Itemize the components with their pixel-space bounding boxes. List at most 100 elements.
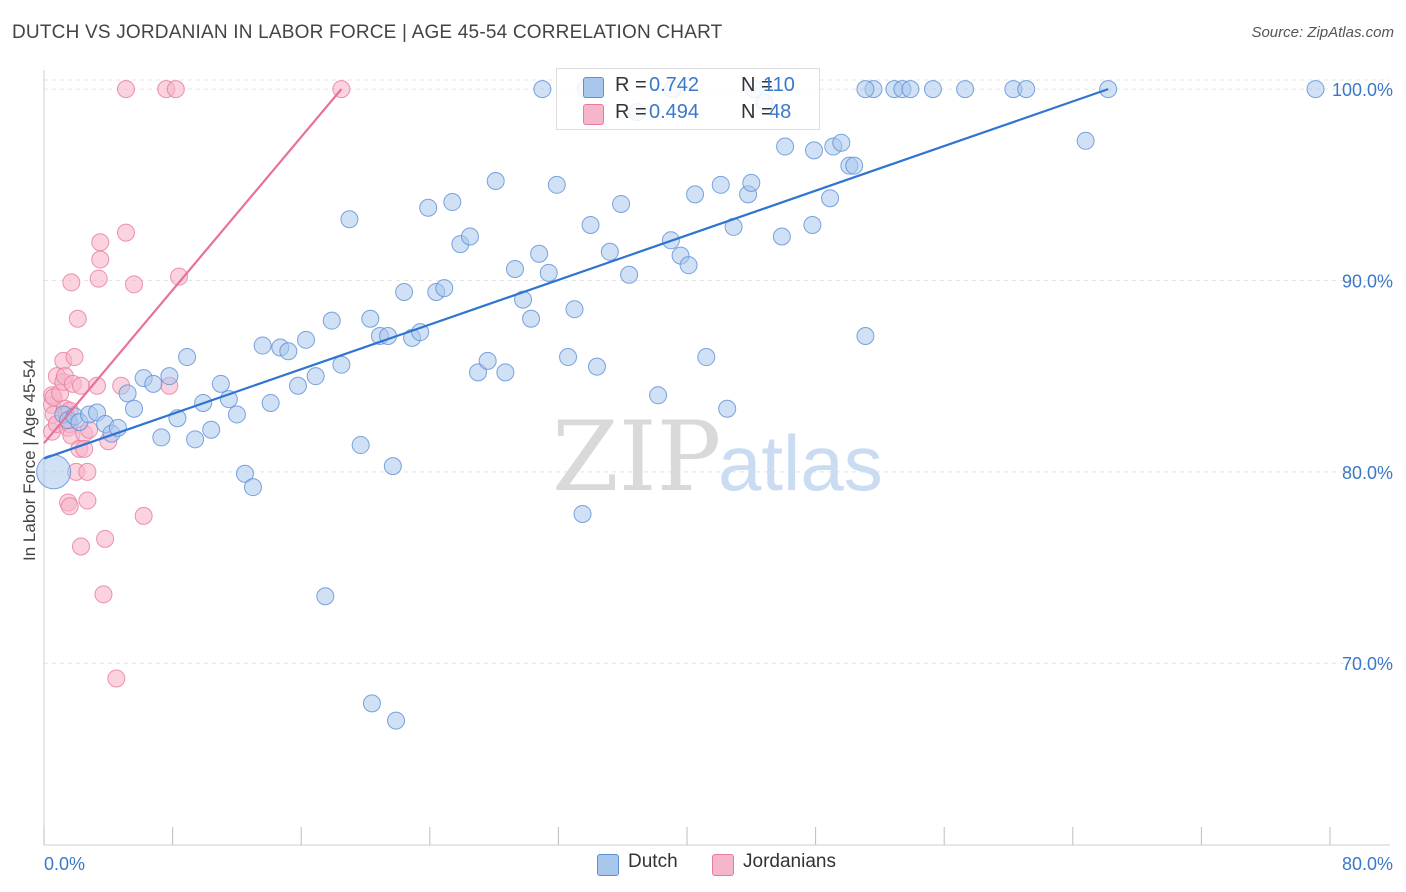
correlation-legend: R = 0.742 N = 110 R = 0.494 N = 48 xyxy=(556,68,820,130)
dutch-point-0 xyxy=(36,454,72,490)
dutch-point-69 xyxy=(612,194,631,213)
dutch-point-62 xyxy=(547,175,566,194)
jordanians-point-28 xyxy=(75,439,94,458)
dutch-point-26 xyxy=(253,336,272,355)
dutch-point-13 xyxy=(144,374,163,393)
jordanians-point-35 xyxy=(91,250,110,269)
watermark: ZIP atlas xyxy=(552,401,883,513)
jordanians-point-48 xyxy=(166,80,185,99)
dutch-point-92 xyxy=(845,156,864,175)
jordanians-trend-line xyxy=(43,88,343,444)
dutch-point-78 xyxy=(711,175,730,194)
dutch-point-34 xyxy=(322,311,341,330)
dutch-point-27 xyxy=(261,393,280,412)
dutch-r-value: 0.742 xyxy=(649,74,700,96)
dutch-point-99 xyxy=(956,80,975,99)
jordanians-point-42 xyxy=(125,275,144,294)
legend-row-dutch: R = 0.742 N = 110 xyxy=(557,74,819,102)
jordanians-point-33 xyxy=(89,269,108,288)
dutch-point-105 xyxy=(533,80,552,99)
dutch-point-77 xyxy=(697,348,716,367)
dutch-point-102 xyxy=(1076,131,1095,150)
dutch-point-32 xyxy=(306,367,325,386)
bottom-dutch-label: Dutch xyxy=(628,851,678,872)
dutch-point-17 xyxy=(178,348,197,367)
dutch-point-56 xyxy=(496,363,515,382)
dutch-point-30 xyxy=(288,376,307,395)
dutch-point-35 xyxy=(332,355,351,374)
jordanians-point-26 xyxy=(71,537,90,556)
dutch-point-44 xyxy=(395,282,414,301)
dutch-point-64 xyxy=(565,300,584,319)
dutch-point-43 xyxy=(387,711,406,730)
dutch-point-85 xyxy=(776,137,795,156)
dutch-point-82 xyxy=(742,173,761,192)
tick-labels: 70.0% 80.0% 90.0% 100.0% 0.0% 80.0% xyxy=(44,80,1393,874)
dutch-point-38 xyxy=(361,309,380,328)
gridlines xyxy=(44,79,1390,664)
dutch-point-61 xyxy=(539,263,558,282)
dutch-point-41 xyxy=(383,457,402,476)
jordanians-n-value: 48 xyxy=(769,101,792,123)
bottom-jordanians-label: Jordanians xyxy=(743,851,836,872)
jordanians-swatch xyxy=(583,104,604,125)
jordanians-point-21 xyxy=(65,348,84,367)
jordanians-n-label: N = xyxy=(741,101,773,123)
dutch-point-87 xyxy=(804,141,823,160)
jordanians-r-label: R = xyxy=(615,101,647,123)
jordanians-point-34 xyxy=(91,233,110,252)
dutch-point-70 xyxy=(620,265,639,284)
jordanians-point-30 xyxy=(78,462,97,481)
legend-row-jordanians: R = 0.494 N = 48 xyxy=(557,101,819,129)
dutch-point-60 xyxy=(530,244,549,263)
dutch-point-67 xyxy=(587,357,606,376)
dutch-point-52 xyxy=(460,227,479,246)
dutch-point-46 xyxy=(411,323,430,342)
jordanians-r-value: 0.494 xyxy=(649,101,700,123)
dutch-point-25 xyxy=(243,478,262,497)
jordanians-point-37 xyxy=(96,529,115,548)
jordanians-point-17 xyxy=(60,497,79,516)
jordanians-point-18 xyxy=(62,273,81,292)
dutch-point-14 xyxy=(152,428,171,447)
dutch-point-75 xyxy=(679,256,698,275)
y-tick-label-90: 90.0% xyxy=(1342,271,1393,291)
dutch-point-86 xyxy=(803,216,822,234)
dutch-point-24 xyxy=(235,464,254,483)
dutch-point-11 xyxy=(125,399,144,418)
dutch-point-63 xyxy=(559,348,578,367)
dutch-point-59 xyxy=(522,309,541,328)
dutch-r-label: R = xyxy=(615,74,647,96)
dutch-point-98 xyxy=(923,80,942,99)
dutch-point-33 xyxy=(316,587,335,606)
dutch-point-47 xyxy=(419,198,438,217)
watermark-atlas: atlas xyxy=(718,419,883,507)
dutch-point-97 xyxy=(901,80,920,99)
dutch-point-18 xyxy=(186,430,205,449)
dutch-point-55 xyxy=(486,171,505,190)
dutch-point-79 xyxy=(718,399,737,418)
y-tick-label-80: 80.0% xyxy=(1342,463,1393,483)
dutch-point-10 xyxy=(118,384,137,403)
dutch-point-76 xyxy=(686,185,705,204)
trend-lines xyxy=(43,88,1109,460)
jordanians-point-45 xyxy=(170,267,189,286)
dutch-point-66 xyxy=(581,216,600,234)
dutch-point-29 xyxy=(279,342,298,361)
dutch-point-88 xyxy=(821,189,840,208)
dutch-point-68 xyxy=(600,242,619,261)
jordanians-point-32 xyxy=(88,376,107,395)
dutch-n-value: 110 xyxy=(763,74,795,96)
watermark-zip: ZIP xyxy=(552,401,721,513)
chart-title: DUTCH VS JORDANIAN IN LABOR FORCE | AGE … xyxy=(12,22,723,43)
y-tick-label-70: 70.0% xyxy=(1342,654,1393,674)
dutch-point-90 xyxy=(832,133,851,152)
dutch-point-53 xyxy=(469,363,488,382)
dutch-point-21 xyxy=(211,374,230,393)
dutch-point-93 xyxy=(856,326,875,345)
jordanians-point-39 xyxy=(107,669,126,688)
dutch-point-65 xyxy=(573,504,592,523)
x-tick-label-max: 80.0% xyxy=(1342,854,1393,874)
jordanians-point-46 xyxy=(116,80,135,99)
jordanians-point-41 xyxy=(116,223,135,242)
